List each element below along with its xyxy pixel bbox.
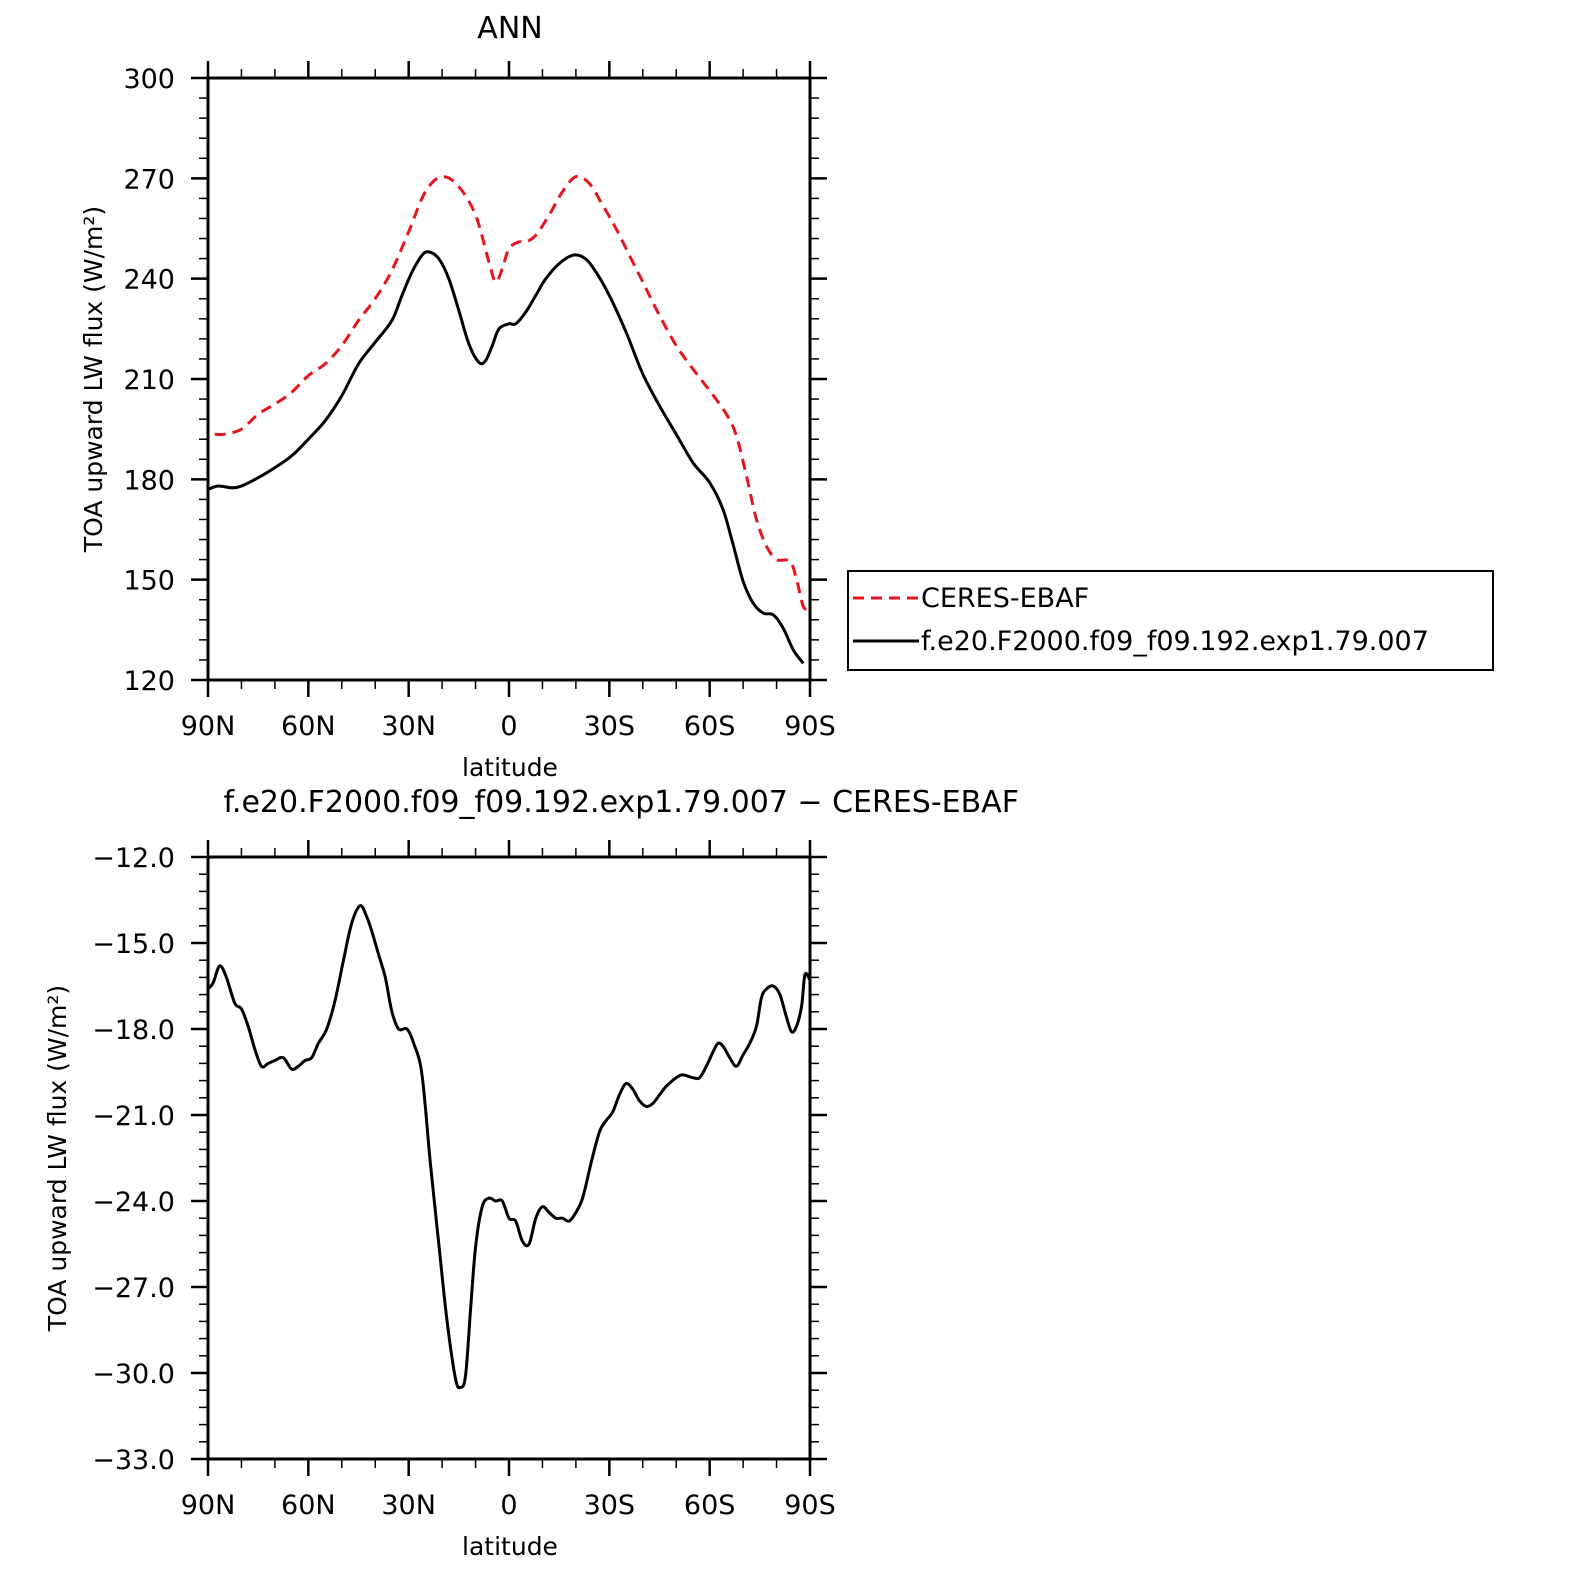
top-chart-title: ANN xyxy=(477,11,542,46)
top-y-tick-label: 150 xyxy=(123,566,175,597)
top-x-tick-label: 90S xyxy=(784,711,836,742)
top-y-tick-label: 180 xyxy=(123,465,175,496)
bottom-x-tick-label: 90N xyxy=(181,1490,236,1521)
top-y-axis-label: TOA upward LW flux (W/m²) xyxy=(79,206,108,553)
bottom-x-tick-label: 60S xyxy=(684,1490,736,1521)
top-x-tick-label: 30N xyxy=(381,711,436,742)
bottom-x-tick-label: 60N xyxy=(281,1490,336,1521)
bottom-x-tick-label: 0 xyxy=(500,1490,517,1521)
bottom-y-axis-label: TOA upward LW flux (W/m²) xyxy=(43,985,72,1332)
bottom-series-line-0 xyxy=(206,904,812,1390)
top-x-axis-label: latitude xyxy=(462,753,558,782)
bottom-x-axis-label: latitude xyxy=(462,1532,558,1561)
bottom-x-tick-label: 30S xyxy=(584,1490,636,1521)
bottom-panel: f.e20.F2000.f09_f09.192.exp1.79.007 − CE… xyxy=(43,785,1019,1561)
bottom-y-tick-label: −18.0 xyxy=(92,1015,175,1046)
top-y-tick-label: 300 xyxy=(123,64,175,95)
bottom-x-tick-label: 90S xyxy=(784,1490,836,1521)
top-plot-frame xyxy=(206,76,812,682)
legend: CERES-EBAF f.e20.F2000.f09_f09.192.exp1.… xyxy=(847,570,1494,671)
top-y-tick-label: 210 xyxy=(123,365,175,396)
bottom-y-tick-label: −30.0 xyxy=(92,1359,175,1390)
bottom-plot-frame xyxy=(206,855,812,1461)
top-x-tick-label: 90N xyxy=(181,711,236,742)
top-y-tick-label: 240 xyxy=(123,265,175,296)
legend-box xyxy=(847,570,1494,671)
top-y-tick-label: 120 xyxy=(123,666,175,697)
top-series-line-0 xyxy=(214,174,811,612)
top-x-tick-label: 0 xyxy=(500,711,517,742)
legend-label-ceres-ebaf: CERES-EBAF xyxy=(921,583,1089,614)
bottom-chart-title: f.e20.F2000.f09_f09.192.exp1.79.007 − CE… xyxy=(224,785,1019,820)
bottom-y-tick-label: −15.0 xyxy=(92,929,175,960)
bottom-y-tick-label: −24.0 xyxy=(92,1187,175,1218)
bottom-y-tick-label: −21.0 xyxy=(92,1101,175,1132)
bottom-y-tick-label: −27.0 xyxy=(92,1273,175,1304)
top-panel: ANN 90N 60N 30N 0 30S 60S 90S 120 150 180 210 240 27… xyxy=(79,11,836,782)
top-y-tick-label: 270 xyxy=(123,164,175,195)
bottom-y-tick-label: −12.0 xyxy=(92,843,175,874)
top-x-tick-label: 60N xyxy=(281,711,336,742)
bottom-y-tick-label: −33.0 xyxy=(92,1445,175,1476)
top-x-tick-label: 30S xyxy=(584,711,636,742)
bottom-x-tick-label: 30N xyxy=(381,1490,436,1521)
top-series-line-1 xyxy=(207,250,805,665)
legend-label-model: f.e20.F2000.f09_f09.192.exp1.79.007 xyxy=(921,626,1429,657)
top-x-tick-label: 60S xyxy=(684,711,736,742)
